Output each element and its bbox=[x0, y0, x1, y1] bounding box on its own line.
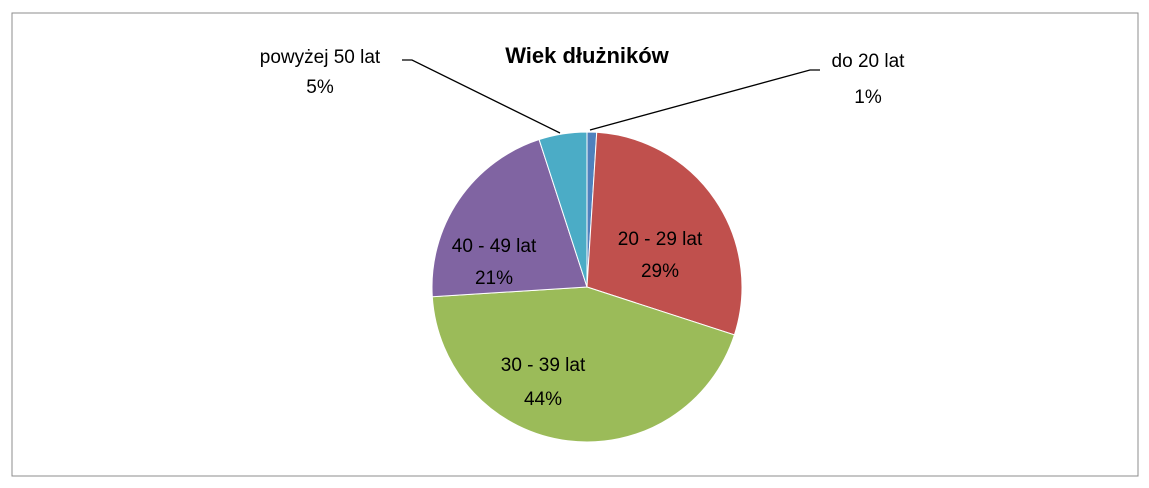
data-label-value: 21% bbox=[475, 268, 513, 289]
data-label-value: 1% bbox=[854, 87, 882, 108]
data-label-value: 29% bbox=[641, 261, 679, 282]
data-label-name: 30 - 39 lat bbox=[501, 355, 586, 376]
chart-title: Wiek dłużników bbox=[505, 43, 669, 68]
pie-slice bbox=[538, 131, 588, 288]
data-label-name: powyżej 50 lat bbox=[260, 47, 381, 68]
pie-slice bbox=[431, 138, 588, 298]
data-label-value: 5% bbox=[306, 77, 334, 98]
data-label-name: 40 - 49 lat bbox=[452, 236, 537, 257]
pie-slice bbox=[431, 286, 736, 443]
pie-slice bbox=[586, 131, 743, 336]
data-label-name: 20 - 29 lat bbox=[618, 229, 703, 250]
leader-line bbox=[589, 69, 820, 131]
data-label-name: do 20 lat bbox=[832, 51, 906, 72]
leader-line bbox=[402, 59, 561, 134]
data-label-value: 44% bbox=[524, 389, 562, 410]
